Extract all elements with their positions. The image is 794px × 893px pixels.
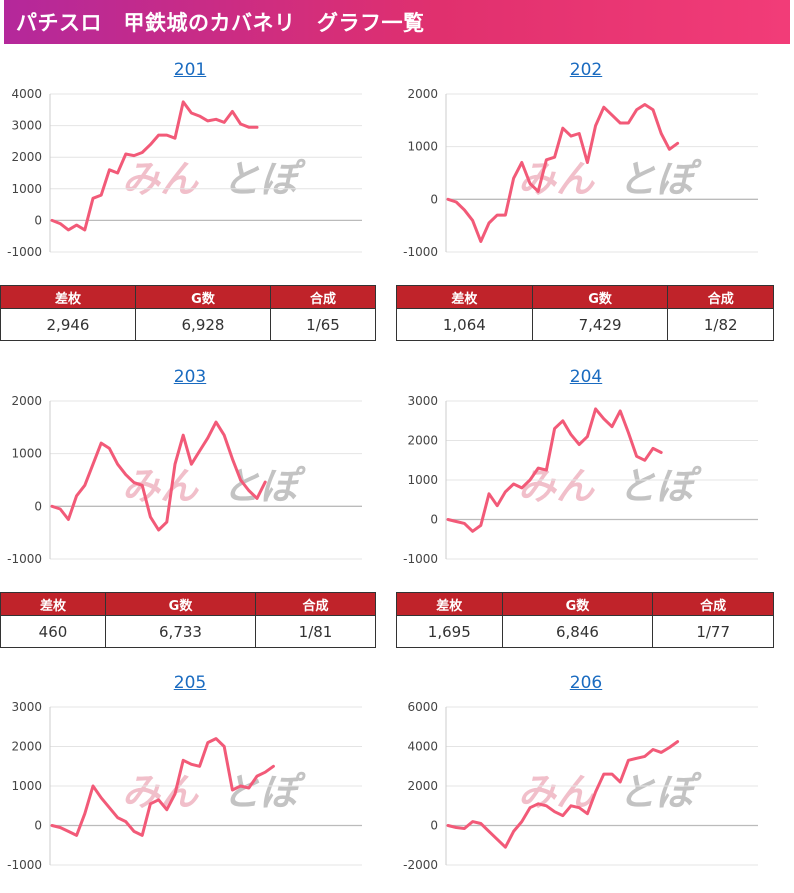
stats-value-cell: 6,846 bbox=[501, 615, 654, 648]
y-tick-label: -1000 bbox=[7, 245, 42, 259]
watermark-right: とぽ bbox=[618, 157, 702, 201]
stats-header-cell: 差枚 bbox=[396, 285, 533, 309]
stats-header-cell: 差枚 bbox=[0, 592, 106, 616]
stats-value-cell: 6,928 bbox=[135, 308, 271, 341]
stats-value-cell: 7,429 bbox=[531, 308, 669, 341]
stats-value-cell: 1/82 bbox=[667, 308, 774, 341]
watermark-left: みん bbox=[518, 464, 595, 508]
stats-header-cell: 差枚 bbox=[396, 592, 503, 616]
watermark-right: とぽ bbox=[222, 770, 306, 814]
graph-title: 205 bbox=[0, 673, 380, 695]
watermark-left: みん bbox=[518, 157, 595, 201]
page-header: パチスロ 甲鉄城のカバネリ グラフ一覧 bbox=[4, 0, 790, 44]
line-chart-204: みん とぽ 3000 2000 1000 0 -1000 bbox=[403, 394, 758, 566]
y-tick-label: 2000 bbox=[407, 434, 438, 448]
y-tick-label: 0 bbox=[430, 192, 438, 206]
machine-link-201[interactable]: 201 bbox=[173, 60, 207, 80]
machine-link-202[interactable]: 202 bbox=[569, 60, 603, 80]
y-tick-label: -1000 bbox=[403, 245, 438, 259]
y-tick-label: 3000 bbox=[11, 119, 42, 133]
y-tick-label: -2000 bbox=[403, 858, 438, 872]
stats-header-cell: 合成 bbox=[667, 285, 774, 309]
y-tick-label: 2000 bbox=[11, 150, 42, 164]
line-chart-202: みん とぽ 2000 1000 0 -1000 bbox=[403, 87, 758, 259]
page-title: パチスロ 甲鉄城のカバネリ グラフ一覧 bbox=[16, 11, 425, 35]
stats-header-cell: G数 bbox=[105, 592, 256, 616]
watermark-left: みん bbox=[122, 770, 199, 814]
y-tick-label: 2000 bbox=[11, 740, 42, 754]
stats-value-cell: 1/77 bbox=[652, 615, 774, 648]
watermark-right: とぽ bbox=[222, 157, 306, 201]
series-line bbox=[50, 420, 267, 532]
y-tick-label: -1000 bbox=[403, 552, 438, 566]
stats-header-cell: 合成 bbox=[270, 285, 376, 309]
stats-header-cell: G数 bbox=[501, 592, 654, 616]
stats-header-cell: 合成 bbox=[255, 592, 376, 616]
y-tick-label: 1000 bbox=[11, 779, 42, 793]
graph-title: 203 bbox=[0, 367, 380, 389]
graph-title: 201 bbox=[0, 60, 380, 82]
y-tick-label: 1000 bbox=[11, 182, 42, 196]
y-tick-label: 0 bbox=[430, 513, 438, 527]
machine-link-205[interactable]: 205 bbox=[173, 673, 207, 693]
series-line bbox=[50, 737, 275, 837]
y-tick-label: 0 bbox=[430, 819, 438, 833]
y-tick-label: 0 bbox=[34, 213, 42, 227]
watermark-right: とぽ bbox=[618, 464, 702, 508]
series-line bbox=[446, 103, 680, 243]
y-tick-label: 2000 bbox=[11, 394, 42, 408]
machine-link-204[interactable]: 204 bbox=[569, 367, 603, 387]
watermark-left: みん bbox=[122, 464, 199, 508]
y-tick-label: 1000 bbox=[407, 140, 438, 154]
y-tick-label: 4000 bbox=[11, 87, 42, 101]
y-tick-label: 2000 bbox=[407, 87, 438, 101]
line-chart-201: みん とぽ 4000 3000 2000 1000 0 -1000 bbox=[7, 87, 362, 259]
stats-value-cell: 1,064 bbox=[396, 308, 533, 341]
graph-title: 204 bbox=[396, 367, 776, 389]
y-tick-label: 3000 bbox=[11, 700, 42, 714]
stats-table: 差枚 G数 合成 2,946 6,928 1/65 bbox=[0, 285, 376, 341]
y-tick-label: 4000 bbox=[407, 740, 438, 754]
stats-table: 差枚 G数 合成 460 6,733 1/81 bbox=[0, 592, 376, 648]
stats-header-cell: 差枚 bbox=[0, 285, 136, 309]
stats-value-cell: 2,946 bbox=[0, 308, 136, 341]
series-line bbox=[446, 407, 663, 533]
y-tick-label: -1000 bbox=[7, 552, 42, 566]
y-tick-label: 3000 bbox=[407, 394, 438, 408]
stats-value-cell: 6,733 bbox=[105, 615, 256, 648]
y-tick-label: 6000 bbox=[407, 700, 438, 714]
y-tick-label: 0 bbox=[34, 499, 42, 513]
y-tick-label: 0 bbox=[34, 819, 42, 833]
stats-value-cell: 1,695 bbox=[396, 615, 503, 648]
machine-link-203[interactable]: 203 bbox=[173, 367, 207, 387]
stats-header-cell: G数 bbox=[135, 285, 271, 309]
line-chart-205: みん とぽ 3000 2000 1000 0 -1000 bbox=[7, 700, 362, 872]
stats-header-cell: 合成 bbox=[652, 592, 774, 616]
stats-value-cell: 1/65 bbox=[270, 308, 376, 341]
machine-link-206[interactable]: 206 bbox=[569, 673, 603, 693]
watermark-right: とぽ bbox=[618, 770, 702, 814]
stats-header-cell: G数 bbox=[531, 285, 669, 309]
y-tick-label: -1000 bbox=[7, 858, 42, 872]
stats-table: 差枚 G数 合成 1,695 6,846 1/77 bbox=[396, 592, 774, 648]
y-tick-label: 1000 bbox=[11, 447, 42, 461]
watermark-left: みん bbox=[122, 157, 199, 201]
stats-value-cell: 1/81 bbox=[255, 615, 376, 648]
series-line bbox=[50, 100, 259, 232]
stats-value-cell: 460 bbox=[0, 615, 106, 648]
graph-title: 206 bbox=[396, 673, 776, 695]
y-tick-label: 1000 bbox=[407, 473, 438, 487]
y-tick-label: 2000 bbox=[407, 779, 438, 793]
stats-table: 差枚 G数 合成 1,064 7,429 1/82 bbox=[396, 285, 774, 341]
series-line bbox=[446, 740, 680, 849]
graph-title: 202 bbox=[396, 60, 776, 82]
